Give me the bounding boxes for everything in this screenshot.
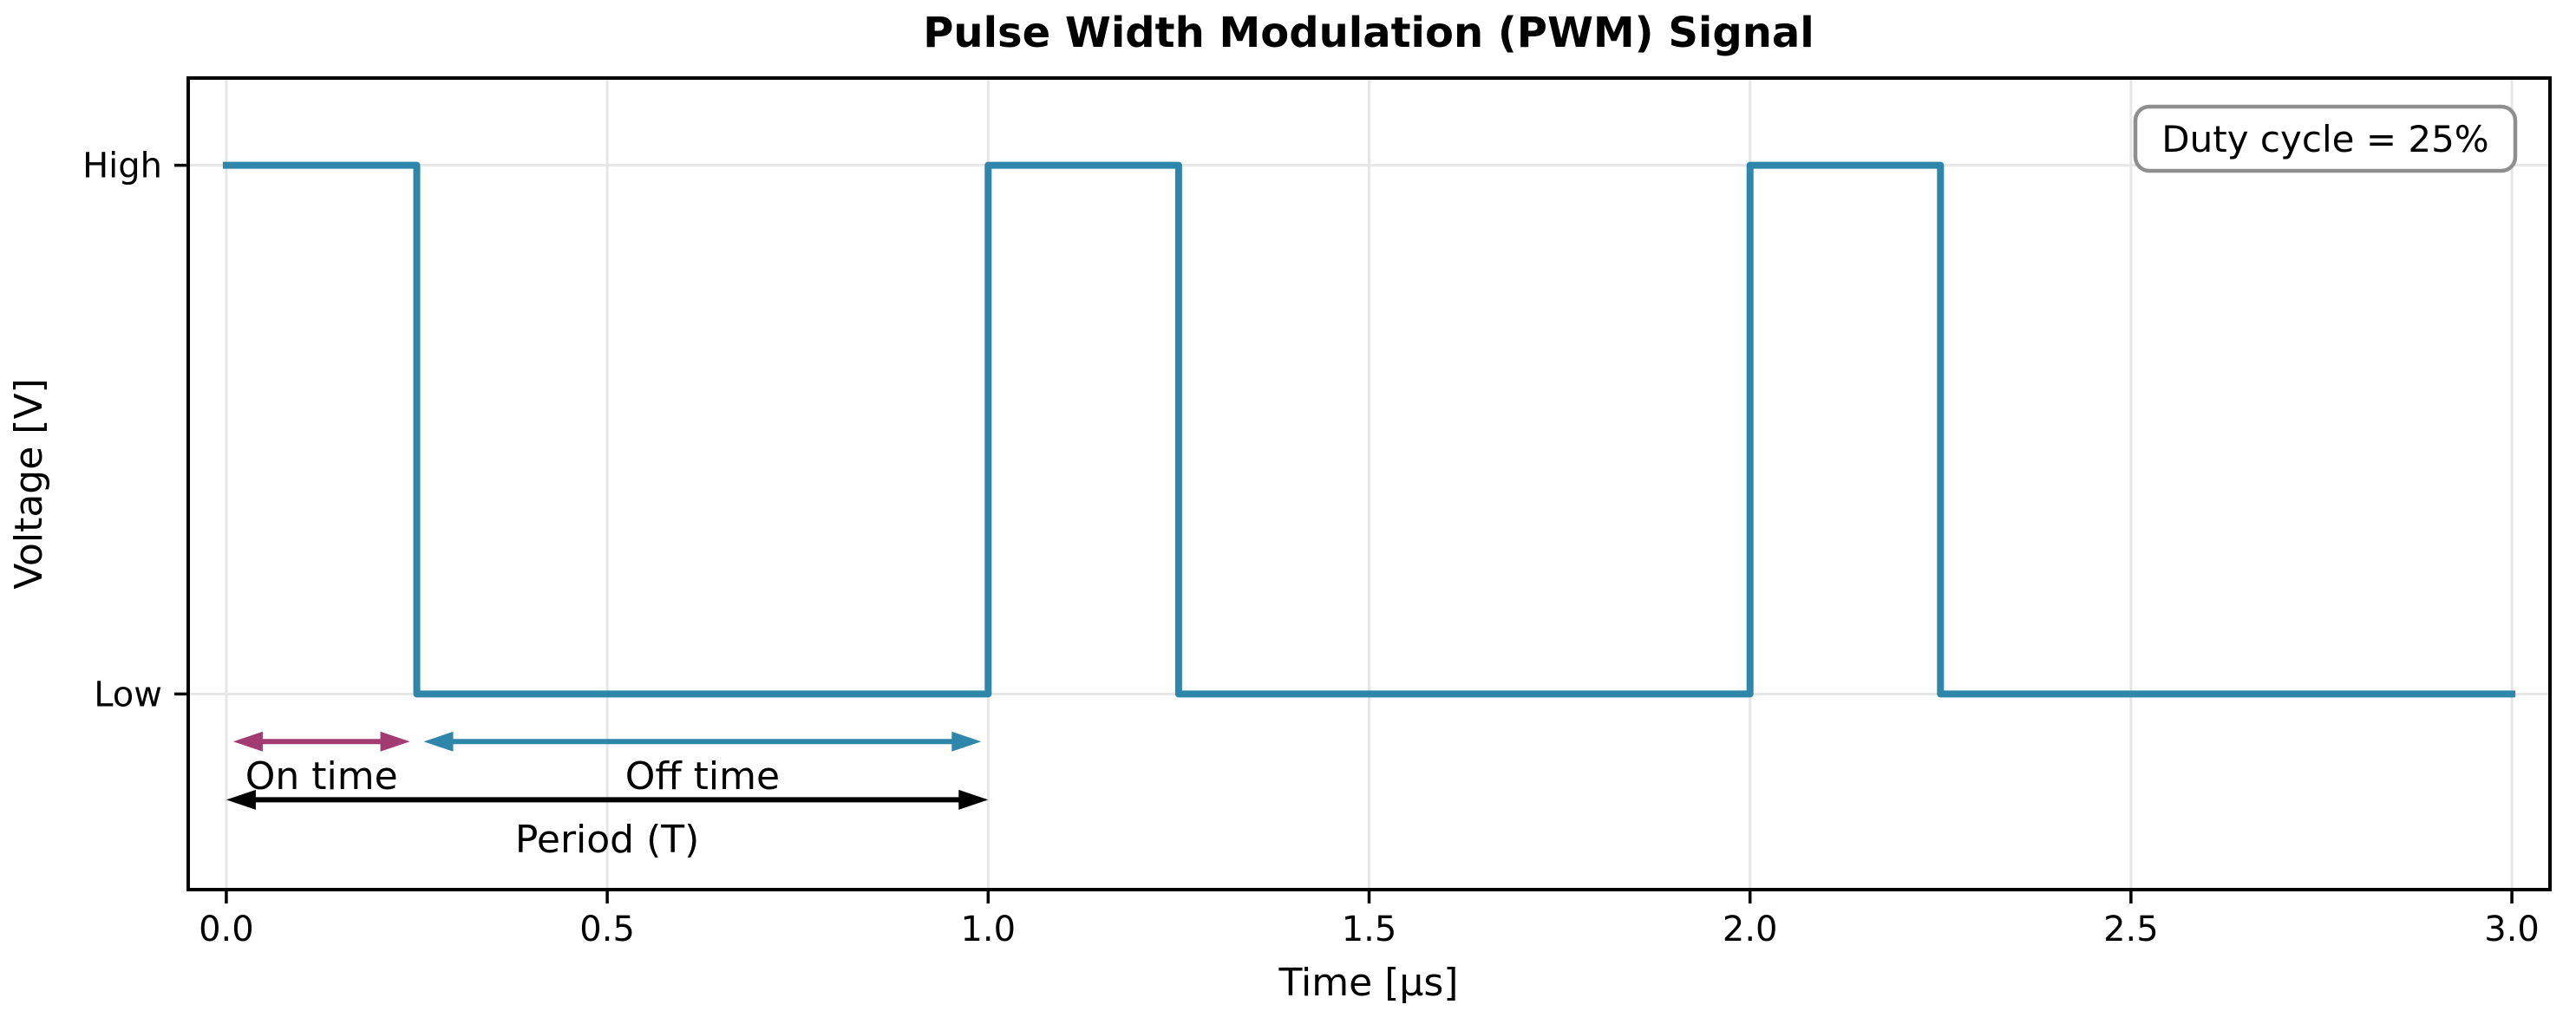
x-tick-label: 1.0 xyxy=(960,910,1016,949)
tick-layer: 0.0 0.5 1.0 1.5 2.0 2.5 3.0 High Low xyxy=(82,147,2540,949)
y-tick-label: Low xyxy=(94,675,162,714)
duty-cycle-box: Duty cycle = 25% xyxy=(2133,104,2518,173)
y-axis-label: Voltage [V] xyxy=(7,378,51,589)
y-tick-label: High xyxy=(82,147,162,186)
x-tick-label: 2.0 xyxy=(1723,910,1778,949)
period-label: Period (T) xyxy=(515,818,699,862)
off-time-label: Off time xyxy=(625,754,780,799)
on_time-arrowhead-left xyxy=(232,731,263,752)
pwm-signal-line xyxy=(222,161,2516,698)
x-tick-label: 3.0 xyxy=(2484,910,2540,949)
duty-cycle-box-border xyxy=(2133,104,2518,173)
chart-title: Pulse Width Modulation (PWM) Signal xyxy=(923,9,1814,57)
off_time-arrowhead-right xyxy=(951,731,982,752)
off_time-arrowhead-left xyxy=(423,731,454,752)
on_time-arrowhead-right xyxy=(380,731,410,752)
pwm-signal-path xyxy=(222,161,2516,698)
x-tick-label: 2.5 xyxy=(2103,910,2159,949)
on-time-label: On time xyxy=(245,754,398,799)
x-tick-label: 1.5 xyxy=(1342,910,1397,949)
x-tick-label: 0.5 xyxy=(579,910,635,949)
period-arrowhead-left xyxy=(226,789,256,810)
duty-cycle-text: Duty cycle = 25% xyxy=(2161,118,2488,160)
period-arrowhead-right xyxy=(958,789,989,810)
x-tick-label: 0.0 xyxy=(199,910,254,949)
annotation-arrows xyxy=(226,731,989,810)
grid-layer xyxy=(188,78,2550,890)
x-axis-label: Time [μs] xyxy=(1278,961,1459,1005)
